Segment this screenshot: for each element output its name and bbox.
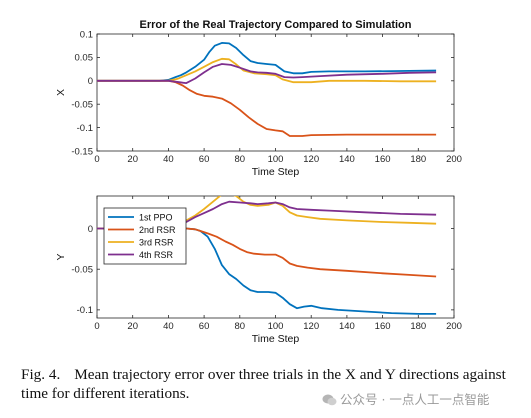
x-tick-label: 200 (446, 154, 462, 165)
legend: 1st PPO 2nd RSR 3rd RSR 4th RSR (103, 207, 187, 265)
legend-label-1: 1st PPO (139, 212, 173, 222)
watermark-text: 公众号 · 一点人工一点智能 (340, 392, 490, 407)
caption-text: Mean trajectory error over three trials … (21, 366, 506, 402)
y-axis-label: X (55, 89, 67, 96)
y-tick-label: 0 (88, 76, 93, 87)
y-tick-label: -0.05 (71, 100, 93, 111)
series-line-1 (97, 42, 437, 82)
x-tick-label: 80 (235, 321, 246, 332)
chart-y-error: 0 20 40 60 80 100 120 140 160 180 200 0 -0.05 -0.1 Tim… (55, 195, 462, 345)
y-tick-label: 0 (88, 224, 93, 235)
chart-title: Error of the Real Trajectory Compared to… (140, 19, 412, 31)
watermark: 公众号 · 一点人工一点智能 (322, 389, 522, 409)
x-tick-label: 100 (268, 154, 284, 165)
x-axis-label: Time Step (252, 166, 300, 178)
x-tick-label: 20 (127, 321, 138, 332)
series-line-2 (97, 79, 437, 137)
x-tick-label: 180 (410, 321, 426, 332)
chart-x-error: Error of the Real Trajectory Compared to… (55, 19, 462, 178)
y-tick-label: -0.15 (71, 146, 93, 157)
legend-label-2: 2nd RSR (139, 225, 176, 235)
series-line-2 (97, 227, 437, 278)
x-tick-label: 60 (199, 321, 210, 332)
plot-area (96, 33, 455, 152)
y-tick-label: -0.05 (71, 265, 93, 276)
legend-label-4: 4th RSR (139, 250, 174, 260)
x-tick-label: 120 (303, 321, 319, 332)
x-tick-label: 200 (446, 321, 462, 332)
x-tick-label: 120 (303, 154, 319, 165)
x-tick-label: 60 (199, 154, 210, 165)
y-tick-label: 0.1 (80, 29, 93, 40)
figure-caption: Fig. 4. Mean trajectory error over three … (21, 365, 515, 403)
x-tick-label: 20 (127, 154, 138, 165)
x-axis-label: Time Step (252, 333, 300, 345)
series-line-4 (97, 63, 437, 84)
x-tick-label: 140 (339, 154, 355, 165)
caption-label: Fig. 4. (21, 366, 61, 383)
x-tick-label: 160 (375, 154, 391, 165)
x-tick-label: 40 (163, 154, 174, 165)
legend-label-3: 3rd RSR (139, 237, 174, 247)
x-tick-label: 0 (94, 154, 99, 165)
x-tick-label: 80 (235, 154, 246, 165)
x-tick-label: 0 (94, 321, 99, 332)
x-tick-label: 180 (410, 154, 426, 165)
figure: Error of the Real Trajectory Compared to… (55, 19, 462, 345)
y-tick-label: 0.05 (75, 53, 94, 64)
x-tick-label: 160 (375, 321, 391, 332)
x-tick-label: 140 (339, 321, 355, 332)
wechat-logo-icon (322, 394, 337, 406)
x-tick-label: 100 (268, 321, 284, 332)
series-group (97, 42, 437, 137)
x-tick-label: 40 (163, 321, 174, 332)
y-tick-label: -0.1 (77, 305, 93, 316)
y-axis-label: Y (55, 253, 67, 260)
y-tick-label: -0.1 (77, 123, 93, 134)
